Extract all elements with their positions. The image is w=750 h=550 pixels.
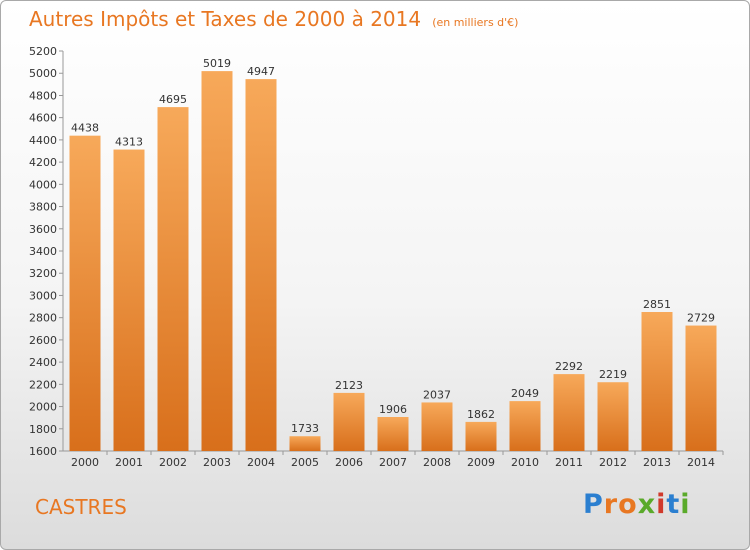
proxiti-logo[interactable]: Proxiti — [583, 489, 691, 520]
city-label: CASTRES — [35, 495, 127, 519]
x-tick-label: 2004 — [247, 456, 275, 469]
bar — [333, 392, 365, 451]
x-tick-label: 2001 — [115, 456, 143, 469]
bar-value-label: 2729 — [687, 312, 715, 325]
y-tick-label: 2600 — [29, 334, 57, 347]
bar-value-label: 4313 — [115, 136, 143, 149]
logo-letter: x — [637, 489, 657, 520]
y-tick-label: 5200 — [29, 45, 57, 58]
logo-letter: i — [680, 489, 691, 520]
logo-letter: r — [603, 489, 619, 520]
bar-value-label: 4947 — [247, 65, 275, 78]
chart-axes: 1600 1800 2000 2200 2400 2600 2800 3000 3200 3400… — [29, 45, 724, 469]
x-tick-label: 2011 — [555, 456, 583, 469]
bar — [245, 79, 277, 451]
bar-value-label: 1906 — [379, 403, 407, 416]
bar — [509, 401, 541, 451]
logo-letter: t — [666, 489, 681, 520]
y-tick-label: 4800 — [29, 89, 57, 102]
bar — [289, 436, 321, 451]
chart-bars — [69, 71, 717, 452]
logo-letter: o — [618, 489, 638, 520]
y-tick-label: 3000 — [29, 289, 57, 302]
y-tick-label: 2400 — [29, 356, 57, 369]
y-tick-label: 1600 — [29, 445, 57, 458]
y-tick-label: 2200 — [29, 378, 57, 391]
logo-letter: P — [583, 489, 604, 520]
bar — [377, 417, 409, 451]
x-tick-label: 2000 — [71, 456, 99, 469]
y-tick-label: 4400 — [29, 134, 57, 147]
bar — [685, 325, 717, 451]
chart-title-block: Autres Impôts et Taxes de 2000 à 2014 (e… — [29, 7, 518, 31]
y-tick-label: 3600 — [29, 223, 57, 236]
y-tick-label: 3800 — [29, 201, 57, 214]
y-tick-label: 1800 — [29, 423, 57, 436]
bar — [201, 71, 233, 451]
logo-letter: i — [656, 489, 667, 520]
x-tick-label: 2005 — [291, 456, 319, 469]
bar-value-label: 2049 — [511, 387, 539, 400]
y-tick-label: 2800 — [29, 312, 57, 325]
y-tick-label: 5000 — [29, 67, 57, 80]
x-tick-label: 2002 — [159, 456, 187, 469]
bar-value-label: 2851 — [643, 298, 671, 311]
bar — [421, 402, 453, 451]
bar-value-label: 5019 — [203, 57, 231, 70]
bar-value-label: 4695 — [159, 93, 187, 106]
chart-title: Autres Impôts et Taxes de 2000 à 2014 — [29, 7, 422, 31]
bar-value-label: 1733 — [291, 422, 319, 435]
x-tick-label: 2008 — [423, 456, 451, 469]
bar-value-label: 2037 — [423, 388, 451, 401]
bar-value-label: 2123 — [335, 379, 363, 392]
bar — [113, 149, 145, 452]
x-tick-label: 2007 — [379, 456, 407, 469]
bar — [597, 382, 629, 451]
x-tick-label: 2013 — [643, 456, 671, 469]
chart-subtitle: (en milliers d'€) — [432, 16, 519, 29]
y-tick-label: 2000 — [29, 401, 57, 414]
x-tick-label: 2010 — [511, 456, 539, 469]
bar — [641, 312, 673, 451]
bar-value-label: 2292 — [555, 360, 583, 373]
bar-value-label: 1862 — [467, 408, 495, 421]
x-tick-label: 2012 — [599, 456, 627, 469]
bar-value-label: 4438 — [71, 122, 99, 135]
bar-value-label: 2219 — [599, 368, 627, 381]
x-tick-label: 2003 — [203, 456, 231, 469]
y-tick-label: 4600 — [29, 112, 57, 125]
x-tick-label: 2009 — [467, 456, 495, 469]
y-tick-label: 4200 — [29, 156, 57, 169]
y-tick-label: 4000 — [29, 178, 57, 191]
x-tick-label: 2014 — [687, 456, 715, 469]
y-tick-label: 3400 — [29, 245, 57, 258]
bar — [69, 135, 101, 451]
x-tick-label: 2006 — [335, 456, 363, 469]
y-tick-label: 3200 — [29, 267, 57, 280]
bar — [553, 374, 585, 451]
chart-value-labels: 4438 4313 4695 5019 4947 1733 2123 1906 2037 1862… — [71, 57, 715, 435]
bar — [465, 421, 497, 451]
bar — [157, 107, 189, 451]
